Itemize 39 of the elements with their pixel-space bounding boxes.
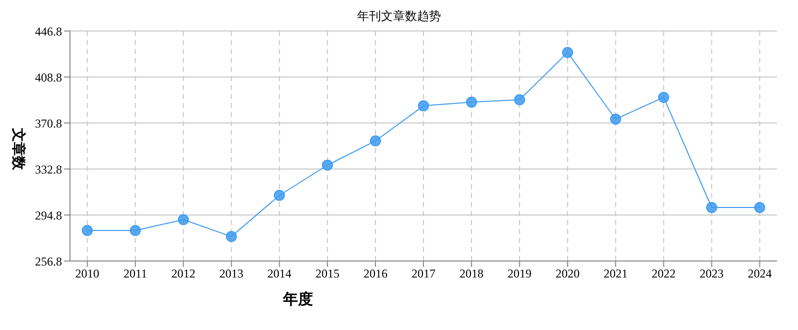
x-tick-label: 2022 [652,266,676,281]
y-tick-label: 294.8 [35,208,62,222]
point [226,231,237,242]
x-tick-label: 2018 [460,266,484,281]
x-tick-label: 2016 [363,266,388,281]
point [178,214,189,226]
y-axis-title: 文章数 [9,127,27,172]
y-tick-label: 256.8 [35,254,62,268]
point [274,190,285,201]
x-tick-label: 2024 [748,266,772,281]
y-tick-label: 446.8 [35,24,62,38]
x-tick-label: 2011 [124,266,148,281]
point [82,224,93,236]
point [562,47,574,58]
y-tick-label: 408.8 [35,70,62,84]
x-tick-label: 2010 [75,266,100,281]
point [706,202,718,213]
point [130,224,141,236]
x-tick-label: 2019 [508,266,532,281]
point [658,92,670,103]
y-tick-label: 370.8 [35,116,62,130]
x-axis-title: 年度 [282,290,314,309]
point [370,135,381,146]
y-tick-label: 332.8 [35,162,62,176]
x-tick-label: 2015 [315,266,340,281]
point [418,100,429,112]
x-tick-label: 2017 [412,266,436,281]
point [514,94,526,106]
chart-title: 年刊文章数趋势 [356,8,442,25]
x-tick-label: 2014 [267,266,292,281]
x-tick-label: 2021 [604,266,628,281]
x-tick-label: 2012 [171,266,196,281]
point [466,96,478,108]
x-tick-label: 2023 [700,266,724,281]
point [754,202,766,213]
point [322,160,333,171]
point [610,114,622,125]
x-tick-label: 2013 [219,266,244,281]
x-tick-label: 2020 [556,266,580,281]
